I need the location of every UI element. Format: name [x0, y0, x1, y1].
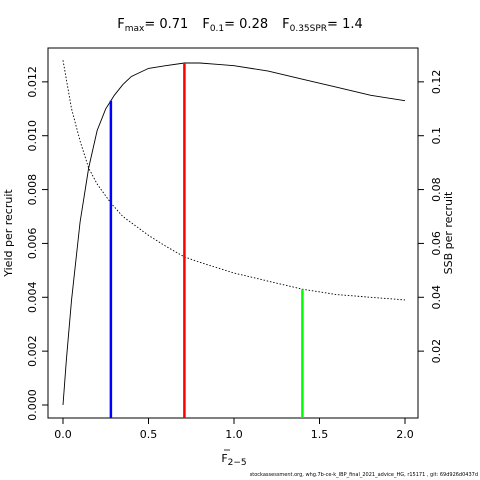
y-left-tick-label: 0.000: [26, 389, 39, 421]
y-right-tick-label: 0.1: [430, 127, 443, 145]
title-f035-sub: 0.35SPR: [290, 24, 327, 34]
y-right-tick-label: 0.02: [430, 339, 443, 364]
y-left-tick-label: 0.010: [26, 120, 39, 152]
title-f01-value: = 0.28: [224, 17, 268, 32]
y-left-tick-label: 0.006: [26, 228, 39, 260]
series-yield-per-recruit: [62, 62, 406, 406]
y-right-tick-label: 0.12: [430, 70, 443, 95]
y-axis-right: 0.02 0.04 0.06 0.08 0.1 0.12: [418, 70, 443, 364]
y-left-tick-label: 0.002: [26, 335, 39, 367]
y-right-tick-label: 0.04: [430, 285, 443, 310]
y-left-tick-label: 0.012: [26, 66, 39, 98]
y-axis-left: 0.000 0.002 0.004 0.006 0.008 0.010 0.012: [26, 66, 48, 421]
footnote: stockassessment.org, whg.7b-ce-k_IBP_fin…: [250, 472, 478, 478]
reference-lines: [109, 63, 304, 418]
x-tick-label: 1.0: [225, 428, 243, 441]
x-tick-label: 0.0: [54, 428, 72, 441]
x-axis-title-sub: 2−5: [228, 458, 247, 468]
title-fmax-label: F: [117, 17, 124, 32]
plot-frame: [47, 47, 419, 419]
x-tick-label: 0.5: [140, 428, 158, 441]
x-axis-title-main: F: [221, 452, 227, 465]
y-left-tick-label: 0.004: [26, 282, 39, 314]
title-f01-sub: 0.1: [210, 24, 224, 34]
title-f035-value: = 1.4: [327, 17, 363, 32]
y-right-tick-label: 0.06: [430, 231, 443, 256]
title-f01-label: F: [202, 17, 209, 32]
title-f035-label: F: [282, 17, 289, 32]
y-axis-right-title: SSB per recruit: [442, 191, 455, 274]
y-left-tick-label: 0.008: [26, 174, 39, 206]
chart-title: Fmax= 0.71 F0.1= 0.28 F0.35SPR= 1.4: [117, 17, 363, 34]
title-fmax-sub: max: [125, 24, 145, 34]
series-ssb-per-recruit: [62, 60, 406, 301]
x-tick-label: 2.0: [396, 428, 414, 441]
y-axis-left-title: Yield per recruit: [2, 189, 15, 278]
x-axis-title: F2−5: [221, 452, 246, 468]
y-right-tick-label: 0.08: [430, 177, 443, 202]
x-axis: 0.0 0.5 1.0 1.5 2.0: [54, 418, 414, 441]
series-layer: [62, 60, 406, 406]
x-tick-label: 1.5: [311, 428, 329, 441]
title-fmax-value: = 0.71: [144, 17, 188, 32]
